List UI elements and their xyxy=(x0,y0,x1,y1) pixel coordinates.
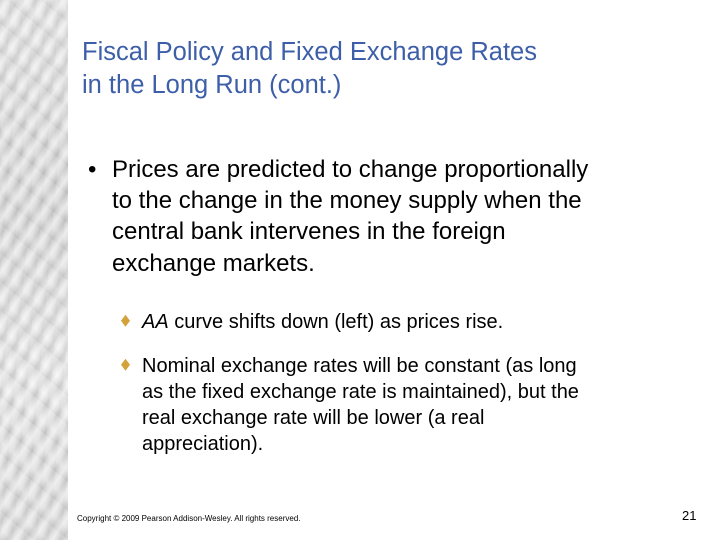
sub-bullet-text: curve shifts down (left) as prices rise. xyxy=(168,310,504,333)
sub-bullet-aa-curve: AA curve shifts down (left) as prices ri… xyxy=(88,309,698,335)
bullet-line: exchange markets. xyxy=(112,249,315,277)
sub-bullet-text: appreciation). xyxy=(142,432,264,455)
bullet-line: central bank intervenes in the foreign xyxy=(112,218,506,246)
slide-title: Fiscal Policy and Fixed Exchange Rates i… xyxy=(82,36,702,101)
sub-bullet-text: as the fixed exchange rate is maintained… xyxy=(142,380,579,403)
bullet-line: Prices are predicted to change proportio… xyxy=(112,156,589,183)
title-line: Fiscal Policy and Fixed Exchange Rates xyxy=(82,38,537,66)
aa-emphasis: AA xyxy=(142,310,169,333)
main-bullet: • Prices are predicted to change proport… xyxy=(88,154,698,279)
sub-bullet-exchange-rates: Nominal exchange rates will be constant … xyxy=(88,353,698,457)
slide-body: • Prices are predicted to change proport… xyxy=(88,154,698,457)
marble-texture-strip xyxy=(0,0,68,540)
bullet-dot-icon: • xyxy=(88,156,97,183)
diamond-bullet-icon xyxy=(121,358,130,371)
diamond-bullet-icon xyxy=(121,314,130,327)
sub-bullet-text: Nominal exchange rates will be constant … xyxy=(142,354,577,377)
title-line: in the Long Run (cont.) xyxy=(82,70,342,99)
sub-bullet-text: real exchange rate will be lower (a real xyxy=(142,406,485,429)
copyright-footer: Copyright © 2009 Pearson Addison-Wesley.… xyxy=(77,514,301,523)
page-number: 21 xyxy=(682,508,697,523)
bullet-line: to the change in the money supply when t… xyxy=(112,187,582,215)
